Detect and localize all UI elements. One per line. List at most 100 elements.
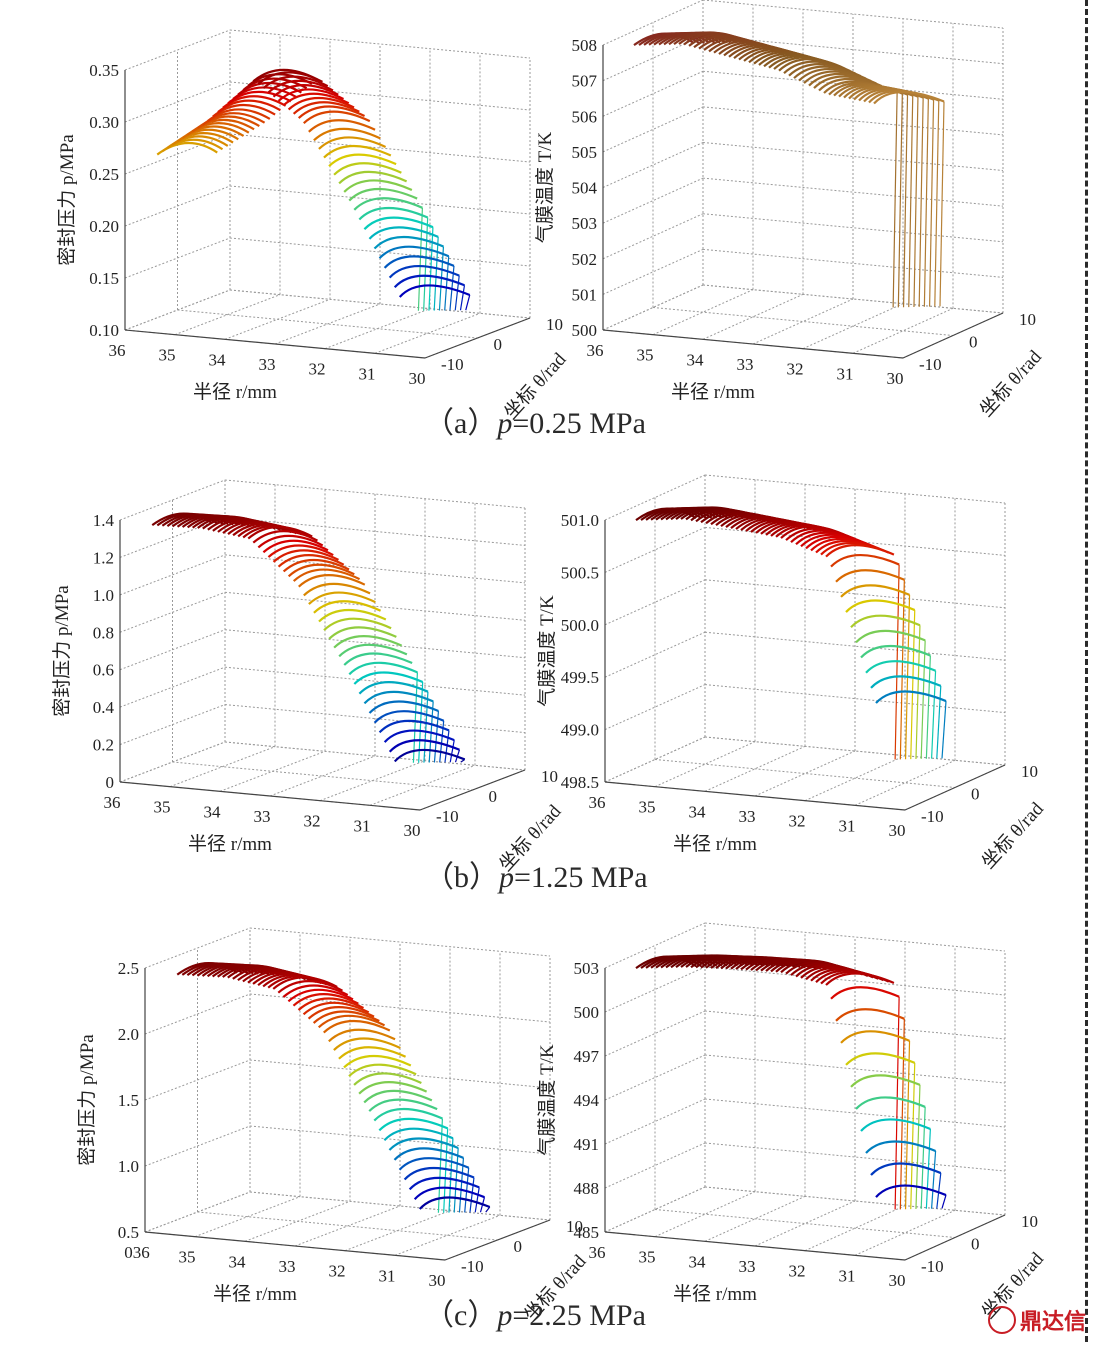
x-tick-label: 32 — [304, 812, 321, 831]
z-tick-label: 494 — [574, 1091, 600, 1110]
caption-a: （a）p=0.25 MPa — [424, 407, 646, 440]
surface-line — [358, 206, 429, 221]
z-tick-label: 499.0 — [561, 721, 599, 740]
surface-line — [217, 99, 281, 114]
surface-line — [328, 153, 397, 167]
x-tick-label: 34 — [689, 1252, 707, 1271]
surface-drop-line — [928, 99, 935, 307]
x-axis-label: 半径 r/mm — [671, 381, 755, 403]
surface-c-right — [635, 954, 947, 1210]
z-tick-label: 0.6 — [93, 661, 114, 680]
surface-line — [287, 96, 355, 111]
surface-line — [318, 608, 387, 623]
surface-drop-line — [897, 93, 903, 308]
surface-line — [830, 986, 900, 1000]
surface-line — [348, 187, 418, 202]
z-tick-label: 0.8 — [93, 623, 114, 642]
x-tick-label: 34 — [204, 802, 222, 821]
x-tick-label: 34 — [229, 1252, 247, 1271]
panel-a-left: 0.10 0.15 0.20 0.25 0.30 0.35 36 35 34 33 32 31 30 -1… — [56, 29, 571, 424]
surface-line — [277, 88, 344, 102]
surface-line — [262, 539, 329, 554]
surface-line — [343, 1054, 412, 1069]
y-tick-label: -10 — [921, 807, 944, 826]
surface-drop-line — [918, 97, 924, 307]
x-tick-label: 33 — [737, 355, 754, 374]
z-axis-label: 密封压力 p/MPa — [56, 134, 78, 266]
surface-line — [398, 284, 471, 298]
watermark: 鼎达信 — [987, 1304, 1086, 1336]
surface-line — [870, 1162, 942, 1176]
y-tick-label: -10 — [919, 355, 942, 374]
surface-line — [363, 690, 434, 705]
surface-line — [378, 719, 450, 734]
z-tick-label: 0.20 — [89, 217, 119, 236]
surface-line — [303, 582, 371, 597]
surface-line — [292, 993, 359, 1007]
surface-line — [333, 162, 402, 176]
x-tick-label: 31 — [839, 1266, 856, 1285]
x-tick-label: 30 — [889, 821, 906, 840]
x-tick-label: 36 — [589, 1243, 606, 1262]
surface-line — [338, 1046, 407, 1060]
surface-line — [287, 988, 354, 1003]
grid-c-left — [144, 927, 551, 1261]
z-tick-label: 508 — [572, 36, 598, 55]
surface-b-left — [151, 512, 466, 763]
surface-line — [358, 681, 429, 695]
surface-line — [388, 265, 460, 279]
surface-line — [313, 600, 382, 614]
surface-line — [368, 700, 439, 714]
surface-line — [378, 245, 450, 260]
surface-line — [825, 972, 895, 986]
z-tick-label: 1.5 — [118, 1091, 139, 1110]
z-tick-label: 0.35 — [89, 61, 119, 80]
x-tick-label: 31 — [839, 816, 856, 835]
z-tick-label: 502 — [572, 250, 598, 269]
surface-line — [870, 675, 942, 689]
surface-drop-line — [936, 1172, 942, 1209]
surface-line — [408, 1176, 480, 1191]
surface-line — [308, 119, 376, 133]
surface-drop-line — [465, 294, 471, 311]
watermark-logo-icon — [987, 1306, 1016, 1334]
surface-drop-line — [939, 101, 945, 307]
surface-line — [267, 79, 334, 94]
x-tick-label: 31 — [354, 816, 371, 835]
surface-line — [318, 136, 387, 150]
surface-line — [297, 997, 364, 1011]
z-tick-label: 1.0 — [118, 1157, 139, 1176]
x-tick-label: 32 — [789, 1262, 806, 1281]
surface-drop-line — [433, 710, 440, 763]
surface-line — [272, 549, 339, 563]
surface-line — [333, 1037, 401, 1051]
surface-line — [383, 1127, 454, 1142]
surface-line — [298, 574, 366, 588]
x-tick-label: 33 — [259, 355, 276, 374]
z-tick-label: 501 — [572, 285, 598, 304]
y-tick-label: 0 — [489, 787, 498, 806]
axes-b-right — [604, 520, 1006, 811]
surface-drop-line — [454, 275, 460, 311]
surface-line — [353, 671, 424, 685]
x-tick-label: 036 — [124, 1243, 150, 1262]
surface-a-right — [633, 31, 945, 308]
surface-line — [212, 103, 276, 118]
watermark-text: 鼎达信 — [1019, 1310, 1086, 1335]
surface-line — [835, 569, 905, 583]
surface-drop-line — [920, 640, 926, 759]
surface-drop-line — [899, 579, 905, 760]
surface-line — [308, 591, 376, 605]
surface-drop-line — [930, 1150, 937, 1209]
x-tick-label: 30 — [404, 821, 421, 840]
surface-line — [363, 1089, 433, 1104]
y-tick-label: 10 — [1019, 310, 1036, 329]
z-tick-label: 500.5 — [561, 563, 599, 582]
surface-line — [277, 554, 345, 568]
z-tick-label: 500 — [572, 321, 598, 340]
z-axis-label: 气膜温度 T/K — [536, 595, 558, 707]
x-axis-label: 半径 r/mm — [213, 1283, 297, 1305]
surface-line — [333, 635, 403, 649]
surface-line — [282, 984, 349, 998]
